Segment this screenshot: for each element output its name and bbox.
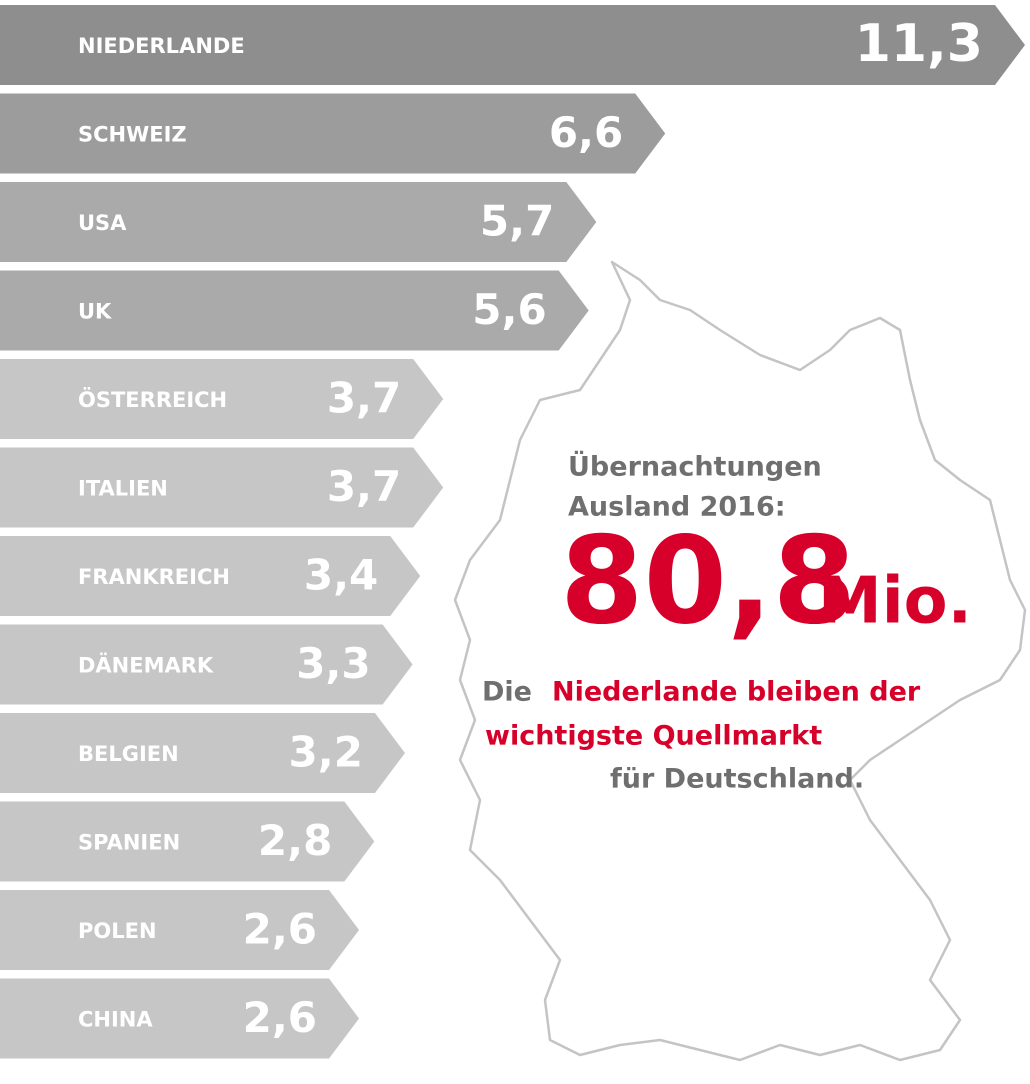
category-label: USA [78,211,127,235]
bar [0,890,360,970]
value-label: 3,4 [304,551,378,600]
note-highlight: wichtigste Quellmarkt [485,721,822,752]
value-label: 5,7 [480,197,554,246]
value-label: 3,3 [296,639,370,688]
bar [0,270,589,351]
bar [0,624,413,705]
heading: Übernachtungen [568,450,822,483]
heading: Ausland 2016: [568,492,786,523]
category-label: ÖSTERREICH [78,387,227,412]
bar [0,536,421,616]
value-label: 5,6 [472,285,546,334]
value-label: 2,6 [243,905,317,954]
unit: Mio. [818,565,972,639]
bar [0,359,444,439]
bar [0,713,405,793]
value-label: 3,2 [289,728,363,777]
value-label: 2,8 [258,816,332,865]
value-label: 6,6 [549,108,623,157]
total: 80,8 [560,513,856,652]
category-label: DÄNEMARK [78,653,214,678]
note: Die [482,677,532,708]
category-label: BELGIEN [78,742,179,766]
bar [0,5,1025,85]
category-label: UK [78,300,112,324]
value-label: 3,7 [327,374,401,423]
category-label: FRANKREICH [78,565,230,589]
bar [0,801,375,882]
category-label: SPANIEN [78,831,180,855]
category-label: NIEDERLANDE [78,34,245,58]
category-label: SCHWEIZ [78,123,187,147]
bar [0,978,360,1059]
note-highlight: Niederlande bleiben der [552,677,921,708]
category-label: POLEN [78,919,157,943]
bar [0,447,444,528]
bar [0,93,666,174]
value-label: 3,7 [327,462,401,511]
note: für Deutschland. [610,764,864,795]
value-label: 11,3 [855,14,983,74]
value-label: 2,6 [243,993,317,1042]
bar [0,182,597,262]
category-label: CHINA [78,1008,153,1032]
category-label: ITALIEN [78,477,168,501]
germany-outline [453,260,1027,1062]
